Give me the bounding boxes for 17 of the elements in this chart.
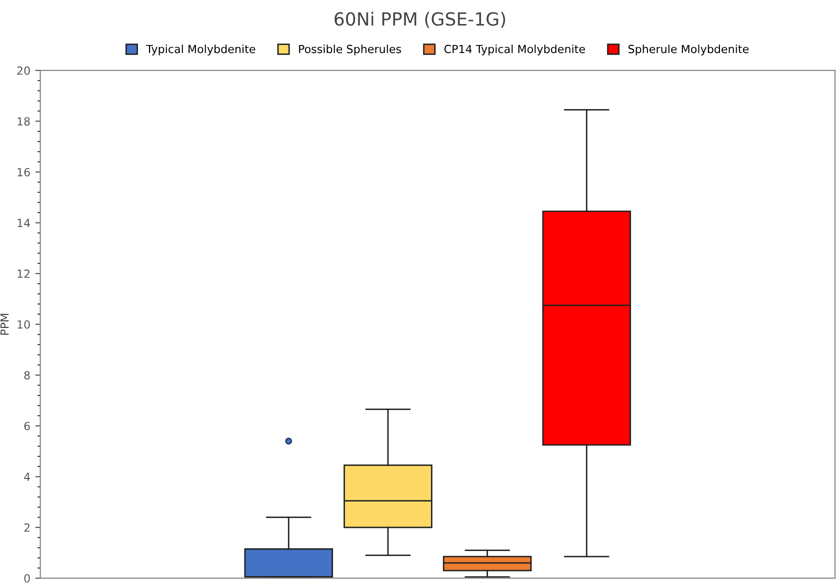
y-tick-label: 8 [24, 371, 30, 380]
y-tick-label: 20 [17, 66, 30, 75]
y-tick-label: 10 [18, 320, 30, 329]
legend-label: Typical Molybdenite [146, 44, 256, 56]
y-tick-label: 18 [18, 117, 30, 126]
chart-title: 60Ni PPM (GSE-1G) [334, 12, 506, 28]
legend-label: Spherule Molybdenite [628, 44, 749, 56]
y-tick-label: 2 [24, 523, 30, 532]
y-tick-label: 14 [18, 218, 30, 227]
y-tick-label: 16 [18, 168, 30, 176]
y-axis-title: PPM [0, 314, 9, 335]
y-tick-label: 4 [24, 472, 30, 481]
legend-label: Possible Spherules [299, 44, 402, 56]
legend-label: CP14 Typical Molybdenite [444, 44, 585, 56]
y-tick-label: 12 [18, 270, 30, 278]
y-tick-label: 0 [24, 574, 30, 583]
y-tick-label: 6 [24, 422, 30, 430]
